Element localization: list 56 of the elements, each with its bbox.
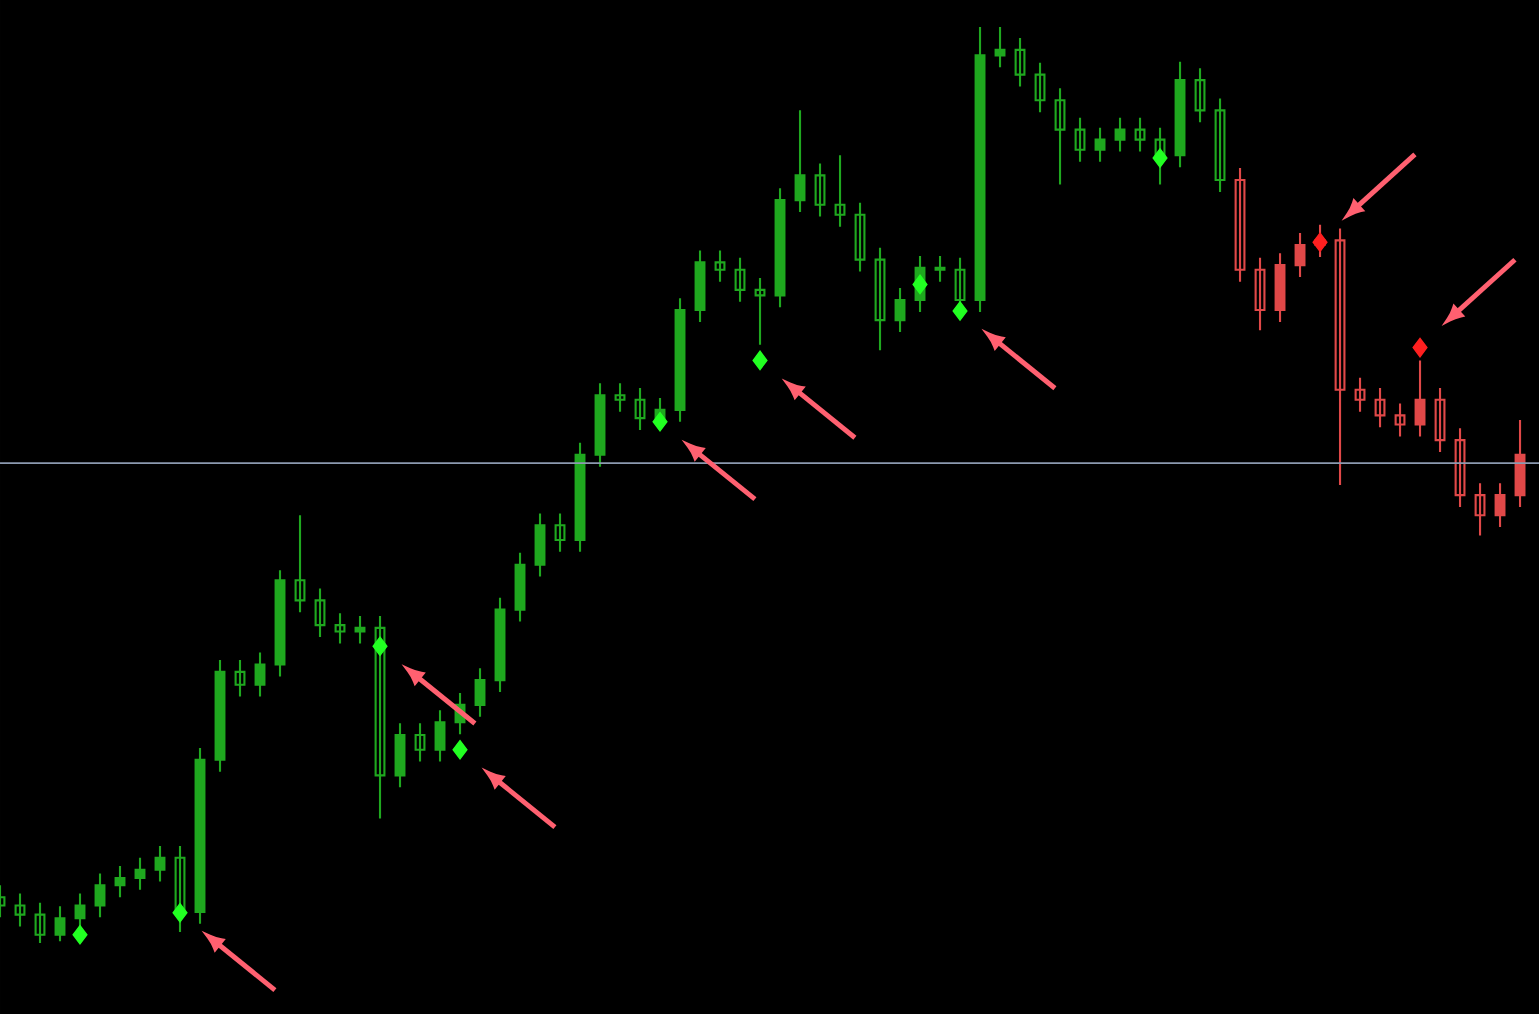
candlestick [1094,126,1106,163]
candlestick [1194,67,1206,124]
candlestick [134,856,146,891]
point [1412,337,1428,358]
candlestick [1394,402,1406,438]
candlestick [834,154,846,228]
candlestick [754,276,766,346]
candlestick [414,722,426,763]
candlestick [154,844,166,883]
candlestick [114,864,126,899]
candlestick [1334,227,1346,487]
candlestick [1374,386,1386,429]
candlestick [234,658,246,698]
candlestick [934,254,946,283]
candlestick [1134,116,1146,153]
candlestick [534,512,546,578]
candlestick [94,872,106,919]
candlestick [794,109,806,214]
candlestick [814,162,826,218]
candlestick [634,386,646,432]
point [1152,148,1168,168]
candlestick [434,709,446,763]
candlestick [334,612,346,645]
point [652,411,668,432]
candlestick [1074,116,1086,163]
candlestick [554,512,566,553]
candlestick [474,667,486,718]
candlestick [54,905,66,943]
candlestick [34,901,46,945]
candlestick [1414,359,1426,438]
candlestick [1054,87,1066,186]
candlestick [14,892,26,928]
candlestick [994,25,1006,69]
candlestick [1114,116,1126,153]
candlestick [254,651,266,698]
point [752,350,768,371]
candlestick [734,256,746,303]
candlestick [1294,232,1306,279]
candlestick [294,514,306,614]
candlestick [614,382,626,413]
candlestick [314,587,326,639]
candlestick [1474,482,1486,537]
point [952,301,968,321]
candlestick [894,286,906,334]
point [172,902,188,923]
point [372,636,388,657]
candlestick [1354,376,1366,413]
candlestick [714,249,726,283]
point [72,924,88,945]
point [1312,232,1328,253]
candlestick [1254,256,1266,332]
candlestick [1014,36,1026,88]
candlestick [354,614,366,645]
candlestick [1494,482,1506,529]
point [452,739,468,760]
point [912,274,928,295]
